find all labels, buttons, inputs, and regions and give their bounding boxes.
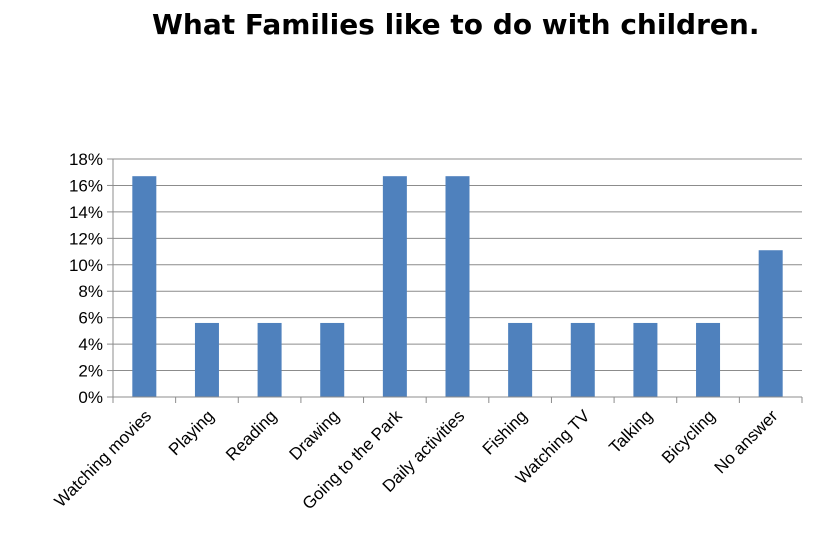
bar xyxy=(445,176,470,397)
y-tick-label: 2% xyxy=(78,362,103,381)
bar xyxy=(633,322,658,397)
y-tick-label: 12% xyxy=(69,229,103,248)
x-tick-label: Talking xyxy=(605,406,656,457)
x-tick-label: Playing xyxy=(165,406,218,459)
y-tick-label: 4% xyxy=(78,335,103,354)
bar xyxy=(320,322,345,397)
bar xyxy=(508,322,533,397)
bar xyxy=(758,250,783,397)
bars xyxy=(132,176,783,397)
y-tick-label: 18% xyxy=(69,150,103,169)
x-tick-label: Watching movies xyxy=(51,406,156,511)
x-tick-label: No answer xyxy=(711,406,782,477)
bar xyxy=(696,322,721,397)
x-tick-label: Drawing xyxy=(286,406,344,464)
bar xyxy=(194,322,219,397)
y-tick-labels: 0% 2% 4% 6% 8% 10% 12% 14% 16% 18% xyxy=(69,150,103,407)
y-tick-label: 10% xyxy=(69,256,103,275)
bar xyxy=(257,322,282,397)
bar xyxy=(570,322,595,397)
x-tick-label: Reading xyxy=(222,406,280,464)
chart-title: What Families like to do with children. xyxy=(152,8,760,41)
y-tick-label: 14% xyxy=(69,203,103,222)
x-tick-label: Fishing xyxy=(479,406,531,458)
axes xyxy=(112,159,803,403)
y-tick-label: 16% xyxy=(69,176,103,195)
y-tick-label: 0% xyxy=(78,388,103,407)
bar xyxy=(132,176,157,397)
y-tick-label: 6% xyxy=(78,309,103,328)
x-tick-labels: Watching movies Playing Reading DrawingGoin… xyxy=(51,406,782,513)
bar xyxy=(382,176,407,397)
y-tick-label: 8% xyxy=(78,282,103,301)
x-tick-label: Bicycling xyxy=(658,406,719,467)
